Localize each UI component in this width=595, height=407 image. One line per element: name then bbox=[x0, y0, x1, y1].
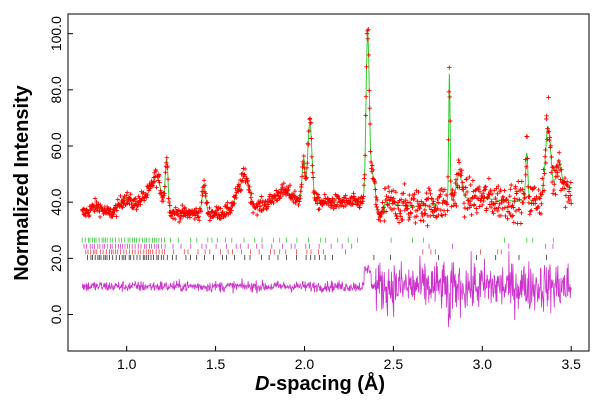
axes: 1.0 1.5 2.0 2.5 3.0 3.5 0.0 20.0 40.0 60.0 80.0 100… bbox=[48, 16, 581, 372]
x-tick-label: 1.5 bbox=[206, 356, 226, 372]
reflection-tick-row bbox=[87, 255, 547, 260]
x-axis-title: D-spacing (Å) bbox=[255, 371, 385, 395]
difference-line bbox=[81, 251, 572, 328]
reflection-ticks bbox=[81, 237, 554, 260]
y-tick-label: 80.0 bbox=[48, 76, 64, 103]
observed-markers bbox=[80, 27, 574, 228]
observed-series bbox=[80, 27, 574, 228]
x-axis-title-suffix: -spacing (Å) bbox=[269, 371, 385, 395]
reflection-tick-row bbox=[83, 243, 554, 249]
y-axis-title: Normalized Intensity bbox=[11, 84, 33, 280]
y-tick-label: 0.0 bbox=[48, 305, 64, 325]
x-tick-label: 3.0 bbox=[473, 356, 493, 372]
x-tick-label: 2.5 bbox=[384, 356, 404, 372]
y-tick-label: 20.0 bbox=[48, 244, 64, 271]
difference-series bbox=[81, 251, 572, 328]
reflection-tick-row bbox=[81, 237, 554, 243]
reflection-tick-row bbox=[85, 249, 502, 255]
y-tick-label: 100.0 bbox=[48, 16, 64, 51]
x-axis-title-prefix: D bbox=[255, 373, 269, 395]
y-tick-label: 40.0 bbox=[48, 188, 64, 215]
x-tick-label: 2.0 bbox=[295, 356, 315, 372]
x-tick-label: 3.5 bbox=[561, 356, 581, 372]
plot-frame bbox=[67, 13, 590, 352]
y-tick-label: 60.0 bbox=[48, 132, 64, 159]
x-tick-label: 1.0 bbox=[117, 356, 137, 372]
